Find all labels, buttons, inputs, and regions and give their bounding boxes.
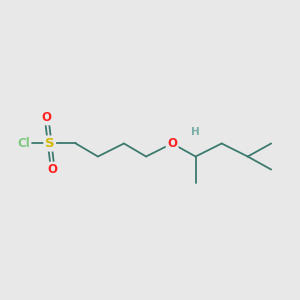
Text: O: O bbox=[167, 137, 177, 150]
Text: O: O bbox=[48, 163, 58, 176]
Text: S: S bbox=[45, 137, 55, 150]
Text: H: H bbox=[191, 127, 200, 137]
Text: O: O bbox=[42, 111, 52, 124]
Text: Cl: Cl bbox=[17, 137, 30, 150]
